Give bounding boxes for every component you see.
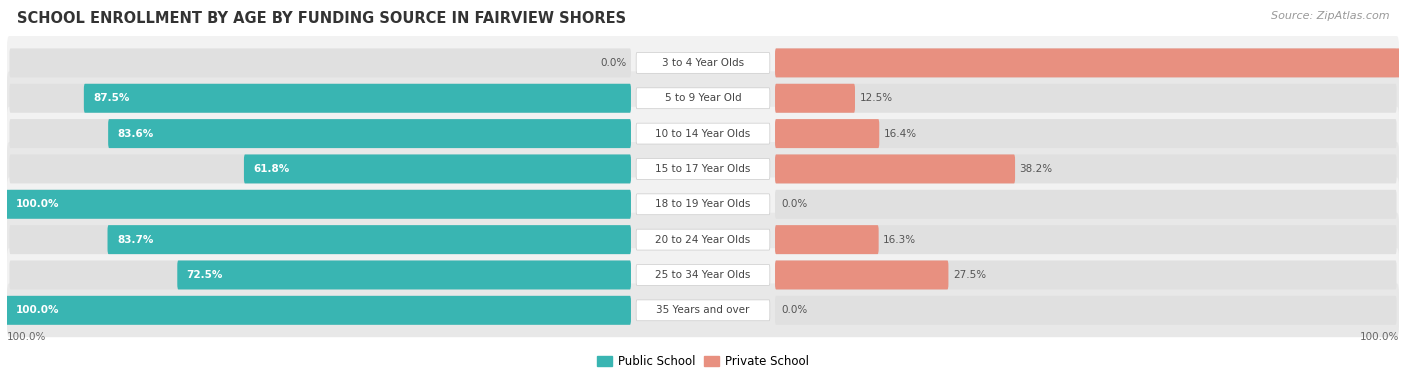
FancyBboxPatch shape — [7, 36, 1399, 90]
Text: 72.5%: 72.5% — [187, 270, 224, 280]
FancyBboxPatch shape — [177, 261, 631, 290]
FancyBboxPatch shape — [10, 261, 631, 290]
FancyBboxPatch shape — [636, 265, 770, 285]
FancyBboxPatch shape — [10, 119, 631, 148]
FancyBboxPatch shape — [10, 296, 631, 325]
Text: 20 to 24 Year Olds: 20 to 24 Year Olds — [655, 234, 751, 245]
Text: 25 to 34 Year Olds: 25 to 34 Year Olds — [655, 270, 751, 280]
Text: 83.6%: 83.6% — [118, 129, 153, 139]
FancyBboxPatch shape — [775, 296, 1396, 325]
FancyBboxPatch shape — [775, 261, 1396, 290]
FancyBboxPatch shape — [775, 155, 1396, 184]
Text: 15 to 17 Year Olds: 15 to 17 Year Olds — [655, 164, 751, 174]
Text: 10 to 14 Year Olds: 10 to 14 Year Olds — [655, 129, 751, 139]
FancyBboxPatch shape — [636, 52, 770, 74]
Text: 61.8%: 61.8% — [253, 164, 290, 174]
Text: 16.3%: 16.3% — [883, 234, 917, 245]
Text: 0.0%: 0.0% — [782, 305, 808, 315]
FancyBboxPatch shape — [775, 155, 1015, 184]
FancyBboxPatch shape — [6, 296, 631, 325]
FancyBboxPatch shape — [108, 119, 631, 148]
FancyBboxPatch shape — [10, 84, 631, 113]
Legend: Public School, Private School: Public School, Private School — [593, 351, 813, 373]
FancyBboxPatch shape — [775, 48, 1400, 77]
Text: 12.5%: 12.5% — [859, 93, 893, 103]
FancyBboxPatch shape — [775, 225, 879, 254]
FancyBboxPatch shape — [636, 300, 770, 321]
Text: 100.0%: 100.0% — [15, 199, 59, 209]
FancyBboxPatch shape — [775, 261, 949, 290]
FancyBboxPatch shape — [6, 190, 631, 219]
FancyBboxPatch shape — [775, 190, 1396, 219]
FancyBboxPatch shape — [7, 248, 1399, 302]
Text: 100.0%: 100.0% — [7, 332, 46, 342]
Text: 27.5%: 27.5% — [953, 270, 986, 280]
FancyBboxPatch shape — [636, 158, 770, 179]
FancyBboxPatch shape — [10, 155, 631, 184]
FancyBboxPatch shape — [243, 155, 631, 184]
Text: 83.7%: 83.7% — [117, 234, 153, 245]
FancyBboxPatch shape — [7, 284, 1399, 337]
FancyBboxPatch shape — [107, 225, 631, 254]
FancyBboxPatch shape — [10, 225, 631, 254]
FancyBboxPatch shape — [84, 84, 631, 113]
Text: 100.0%: 100.0% — [1360, 332, 1399, 342]
FancyBboxPatch shape — [7, 213, 1399, 267]
FancyBboxPatch shape — [7, 71, 1399, 125]
Text: 18 to 19 Year Olds: 18 to 19 Year Olds — [655, 199, 751, 209]
Text: Source: ZipAtlas.com: Source: ZipAtlas.com — [1271, 11, 1389, 21]
Text: 87.5%: 87.5% — [93, 93, 129, 103]
FancyBboxPatch shape — [10, 190, 631, 219]
FancyBboxPatch shape — [636, 88, 770, 109]
FancyBboxPatch shape — [636, 229, 770, 250]
FancyBboxPatch shape — [775, 119, 1396, 148]
Text: SCHOOL ENROLLMENT BY AGE BY FUNDING SOURCE IN FAIRVIEW SHORES: SCHOOL ENROLLMENT BY AGE BY FUNDING SOUR… — [17, 11, 626, 26]
FancyBboxPatch shape — [7, 107, 1399, 161]
Text: 38.2%: 38.2% — [1019, 164, 1053, 174]
FancyBboxPatch shape — [636, 123, 770, 144]
FancyBboxPatch shape — [10, 48, 631, 77]
Text: 100.0%: 100.0% — [15, 305, 59, 315]
FancyBboxPatch shape — [775, 84, 855, 113]
FancyBboxPatch shape — [7, 178, 1399, 231]
FancyBboxPatch shape — [775, 225, 1396, 254]
FancyBboxPatch shape — [636, 194, 770, 215]
FancyBboxPatch shape — [7, 142, 1399, 196]
FancyBboxPatch shape — [775, 84, 1396, 113]
Text: 5 to 9 Year Old: 5 to 9 Year Old — [665, 93, 741, 103]
FancyBboxPatch shape — [775, 48, 1396, 77]
Text: 0.0%: 0.0% — [600, 58, 627, 68]
Text: 0.0%: 0.0% — [782, 199, 808, 209]
Text: 35 Years and over: 35 Years and over — [657, 305, 749, 315]
Text: 16.4%: 16.4% — [884, 129, 917, 139]
Text: 100.0%: 100.0% — [1405, 58, 1406, 68]
Text: 3 to 4 Year Olds: 3 to 4 Year Olds — [662, 58, 744, 68]
FancyBboxPatch shape — [775, 119, 879, 148]
